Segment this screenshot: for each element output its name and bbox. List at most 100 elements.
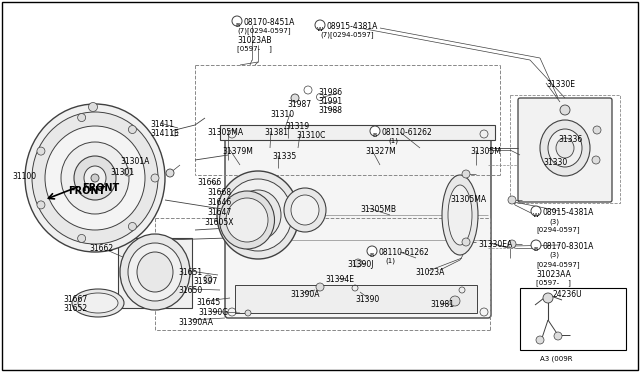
Text: (7)[0294-0597]: (7)[0294-0597] (237, 27, 291, 34)
Circle shape (536, 336, 544, 344)
Text: [0597-    ]: [0597- ] (237, 45, 272, 52)
Circle shape (37, 147, 45, 155)
Text: 31986: 31986 (318, 88, 342, 97)
Ellipse shape (91, 174, 99, 182)
Text: B: B (235, 23, 239, 28)
Circle shape (593, 126, 601, 134)
Text: 31336: 31336 (558, 135, 582, 144)
Circle shape (291, 94, 299, 102)
Circle shape (204, 275, 212, 283)
Circle shape (129, 125, 136, 134)
Text: (7)[0294-0597]: (7)[0294-0597] (320, 31, 374, 38)
Circle shape (129, 222, 136, 231)
Bar (118, 238, 192, 308)
Text: 31305MA: 31305MA (207, 128, 243, 137)
Text: 31305MB: 31305MB (360, 205, 396, 214)
Circle shape (232, 16, 242, 26)
Text: 31390AA: 31390AA (178, 318, 213, 327)
Ellipse shape (442, 175, 478, 255)
Circle shape (151, 174, 159, 182)
Text: 31301A: 31301A (120, 157, 149, 166)
Circle shape (462, 238, 470, 246)
Bar (220, 125, 495, 140)
Ellipse shape (61, 142, 129, 214)
Text: [0294-0597]: [0294-0597] (536, 226, 580, 233)
Text: 31397: 31397 (193, 277, 217, 286)
Text: 31327M: 31327M (365, 147, 396, 156)
Text: 31652: 31652 (63, 304, 87, 313)
Text: 31301: 31301 (110, 168, 134, 177)
Circle shape (315, 20, 325, 30)
Circle shape (166, 169, 174, 177)
Ellipse shape (84, 166, 106, 190)
Text: (3): (3) (549, 218, 559, 224)
FancyBboxPatch shape (225, 127, 491, 318)
Circle shape (354, 259, 362, 267)
Circle shape (560, 105, 570, 115)
Text: 31662: 31662 (89, 244, 113, 253)
Text: 31305M: 31305M (470, 147, 501, 156)
Circle shape (450, 296, 460, 306)
Text: 08915-4381A: 08915-4381A (543, 208, 595, 217)
Ellipse shape (74, 156, 116, 200)
Ellipse shape (137, 252, 173, 292)
Text: 31650: 31650 (178, 286, 202, 295)
Text: 31379M: 31379M (222, 147, 253, 156)
Text: 31390: 31390 (355, 295, 380, 304)
Bar (235, 285, 477, 313)
Bar (510, 95, 620, 203)
Circle shape (370, 126, 380, 136)
Circle shape (508, 196, 516, 204)
Text: (3): (3) (549, 252, 559, 259)
Ellipse shape (217, 171, 299, 259)
Circle shape (77, 234, 86, 243)
Ellipse shape (244, 200, 272, 230)
Ellipse shape (224, 179, 292, 251)
Text: [0294-0597]: [0294-0597] (536, 261, 580, 268)
Ellipse shape (128, 243, 182, 301)
Text: (1): (1) (385, 257, 395, 263)
Text: 31305MA: 31305MA (450, 195, 486, 204)
Text: 31987: 31987 (287, 100, 311, 109)
Bar (520, 288, 626, 350)
Text: 31991: 31991 (318, 97, 342, 106)
Circle shape (554, 332, 562, 340)
Text: 31394E: 31394E (325, 275, 354, 284)
Text: B: B (370, 253, 374, 258)
Text: FRONT: FRONT (68, 186, 105, 196)
Circle shape (508, 240, 516, 248)
Ellipse shape (45, 126, 145, 230)
Text: 31605X: 31605X (204, 218, 234, 227)
Text: 08170-8301A: 08170-8301A (543, 242, 595, 251)
Ellipse shape (291, 195, 319, 225)
Text: A3 (009R: A3 (009R (540, 355, 573, 362)
Circle shape (37, 201, 45, 209)
Text: B: B (373, 133, 377, 138)
Ellipse shape (32, 112, 158, 244)
Text: 31310: 31310 (270, 110, 294, 119)
Circle shape (245, 310, 251, 316)
Text: 31981: 31981 (430, 300, 454, 309)
Text: 31330: 31330 (543, 158, 567, 167)
Ellipse shape (556, 138, 574, 158)
Ellipse shape (78, 293, 118, 313)
Text: 31988: 31988 (318, 106, 342, 115)
Text: 31390G: 31390G (198, 308, 228, 317)
Text: 31023AB: 31023AB (237, 36, 271, 45)
Ellipse shape (284, 188, 326, 232)
Circle shape (462, 170, 470, 178)
Circle shape (592, 156, 600, 164)
Text: 08915-4381A: 08915-4381A (327, 22, 378, 31)
Text: 31666: 31666 (197, 178, 221, 187)
Text: B: B (534, 247, 538, 252)
Text: 31310C: 31310C (296, 131, 325, 140)
Ellipse shape (220, 191, 275, 249)
Text: 31645: 31645 (196, 298, 220, 307)
Circle shape (531, 206, 541, 216)
Ellipse shape (72, 289, 124, 317)
Text: 08110-61262: 08110-61262 (379, 248, 429, 257)
Ellipse shape (540, 120, 590, 176)
Text: 31651: 31651 (178, 268, 202, 277)
Circle shape (531, 240, 541, 250)
Ellipse shape (226, 198, 268, 242)
